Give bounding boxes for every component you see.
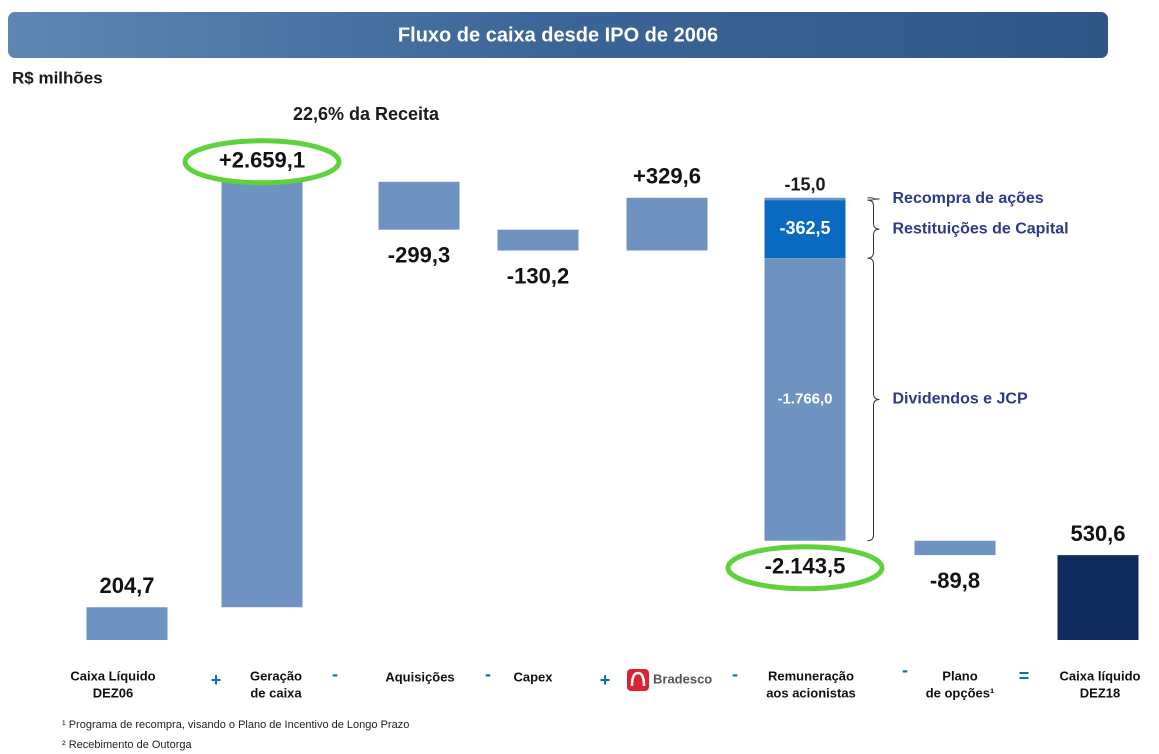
category-label: Bradesco: [653, 671, 712, 686]
category-label: Geração: [250, 668, 302, 683]
category-label: Remuneração: [768, 668, 854, 683]
brace: [867, 199, 880, 259]
bar: [1057, 555, 1139, 640]
highlight-ring: [182, 138, 342, 186]
brace: [867, 257, 880, 542]
category-label: Plano: [942, 668, 977, 683]
chart-title: Fluxo de caixa desde IPO de 2006: [398, 24, 718, 46]
annotation: 22,6% da Receita: [293, 104, 440, 124]
value-label: 204,7: [99, 573, 154, 598]
bar: [626, 197, 708, 251]
operator: -: [902, 660, 908, 680]
category-label: DEZ18: [1080, 685, 1120, 700]
bar-segment: [764, 197, 846, 201]
value-label: -299,3: [388, 242, 450, 267]
value-label: +329,6: [633, 164, 701, 189]
bar: [914, 540, 996, 556]
category-label: Caixa líquido: [1060, 668, 1141, 683]
category-label: Aquisições: [385, 669, 454, 684]
operator: +: [600, 670, 611, 690]
footnote: ¹ Programa de recompra, visando o Plano …: [62, 719, 409, 731]
bar: [221, 181, 303, 608]
value-label: -2.143,5: [765, 554, 846, 579]
segment-name: Dividendos e JCP: [893, 391, 1028, 408]
bar: [378, 181, 460, 230]
bar-segment: [764, 258, 846, 541]
bar: [497, 229, 579, 251]
operator: -: [332, 664, 338, 684]
operator: =: [1019, 666, 1030, 686]
segment-name: Restituições de Capital: [893, 220, 1069, 237]
bar-segment: [764, 200, 846, 259]
value-label: +2.659,1: [219, 148, 305, 173]
brace: [867, 197, 880, 201]
value-label: -130,2: [507, 263, 569, 288]
category-label: Capex: [513, 669, 553, 684]
category-label: aos acionistas: [766, 685, 856, 700]
segment-label: -362,5: [779, 218, 830, 238]
operator: -: [732, 664, 738, 684]
title-bar: [8, 12, 1108, 58]
segment-name: Recompra de ações: [893, 190, 1044, 207]
bar: [86, 607, 168, 640]
footnote: ² Recebimento de Outorga: [62, 739, 193, 751]
category-label: Caixa Líquido: [70, 668, 155, 683]
value-label: 530,6: [1070, 521, 1125, 546]
category-label: de caixa: [250, 685, 302, 700]
highlight-ring: [725, 544, 885, 592]
segment-label: -15,0: [784, 175, 825, 195]
value-label: -89,8: [930, 568, 980, 593]
category-label: de opções¹: [926, 685, 995, 700]
segment-label: -1.766,0: [777, 390, 832, 407]
unit-label: R$ milhões: [12, 68, 103, 87]
operator: -: [485, 664, 491, 684]
bradesco-logo-mark: [630, 671, 646, 687]
operator: +: [211, 670, 222, 690]
category-label: DEZ06: [93, 685, 133, 700]
